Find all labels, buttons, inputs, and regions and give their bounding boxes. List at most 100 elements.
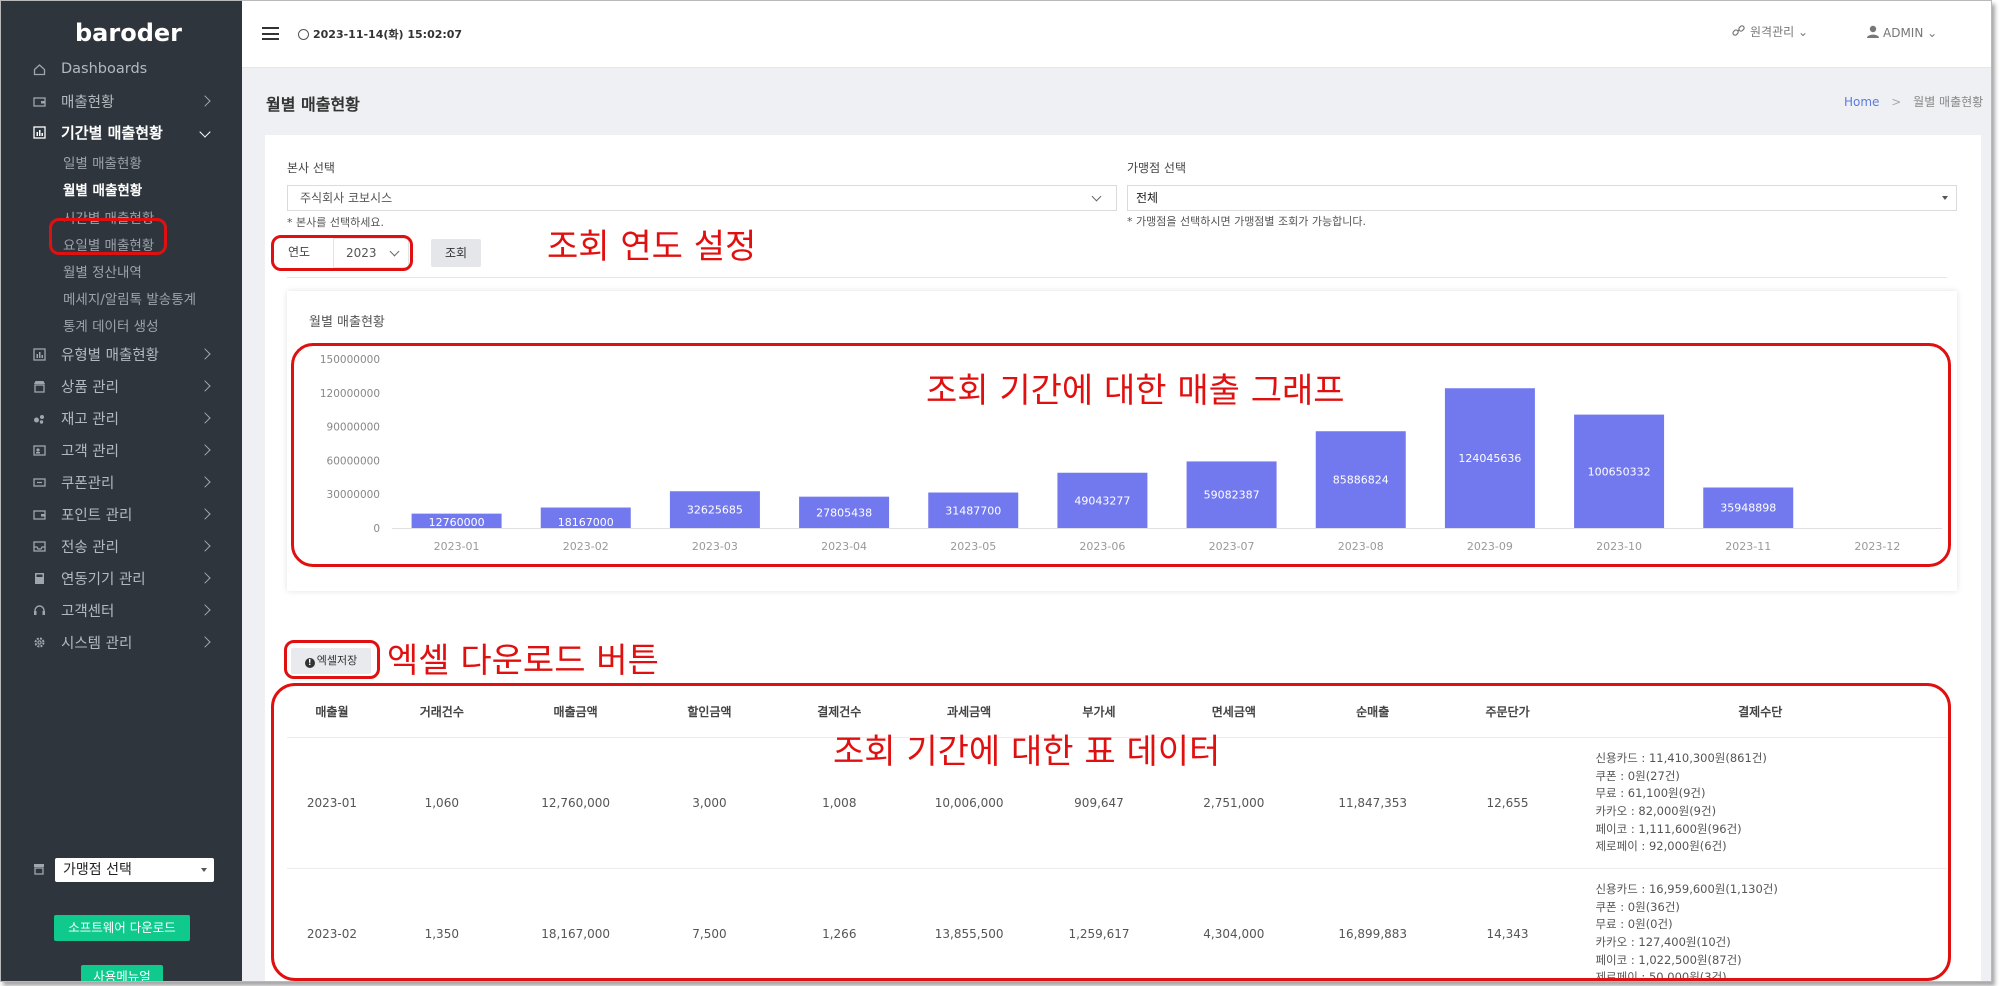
caret-down-icon	[201, 868, 207, 872]
bar-value-label: 27805438	[816, 506, 872, 519]
table-cell: 1,259,617	[1034, 868, 1164, 981]
store-filter-value: 전체	[1136, 191, 1159, 205]
payment-line: 무료 : 0원(0건)	[1595, 917, 1673, 932]
chevron-right-icon	[199, 636, 211, 648]
table-cell: 16,899,883	[1303, 868, 1442, 981]
sidebar-item-label: 매출현황	[61, 94, 115, 111]
y-tick-label: 90000000	[327, 422, 380, 434]
monthly-sales-bar-chart: 0 30000000 60000000 90000000 120000000 150000…	[320, 354, 1942, 553]
chart-panel: 월별 매출현황 0 30000000 60000000 90000000 1200000…	[287, 291, 1957, 591]
store-select-label: 가맹점 선택	[1127, 161, 1187, 175]
bar-2023-10	[1574, 414, 1665, 528]
x-tick-label: 2023-05	[950, 540, 996, 553]
x-tick-label: 2023-01	[434, 540, 480, 553]
table-cell: 14,343	[1441, 868, 1574, 981]
y-tick-label: 30000000	[327, 489, 380, 501]
software-download-button[interactable]: 소프트웨어 다운로드	[54, 915, 190, 941]
sidebar-subitem-6[interactable]: 통계 데이터 생성	[63, 319, 159, 335]
payment-line: 페이코 : 1,022,500원(87건)	[1595, 952, 1742, 967]
excel-download-button[interactable]: ! 엑셀저장	[291, 648, 371, 674]
breadcrumb-home-link[interactable]: Home	[1844, 95, 1880, 109]
bar-2023-08	[1315, 431, 1406, 528]
column-header: 결제건수	[774, 685, 905, 738]
sidebar-item-1[interactable]: 매출현황	[1, 84, 242, 118]
bar-value-label: 12760000	[429, 516, 485, 529]
sidebar-item-label: 고객 관리	[61, 443, 119, 460]
bar-2023-09	[1444, 388, 1535, 528]
bar-value-label: 31487700	[945, 504, 1001, 517]
table-cell: 2023-01	[287, 737, 377, 869]
chevron-down-icon	[199, 126, 211, 138]
sidebar-subitem-2[interactable]: 시간별 매출현황	[63, 211, 155, 227]
column-header: 주문단가	[1441, 685, 1574, 738]
sidebar-subitem-0[interactable]: 일별 매출현황	[63, 156, 142, 172]
admin-menu[interactable]: ADMIN ⌄	[1883, 26, 1938, 40]
bar-value-label: 59082387	[1204, 489, 1260, 502]
payment-line: 카카오 : 82,000원(9건)	[1595, 804, 1717, 818]
sidebar-subitem-4[interactable]: 월별 정산내역	[63, 265, 142, 281]
sidebar-item-8[interactable]: 포인트 관리	[1, 497, 242, 531]
sidebar: baroder Dashboards 매출현황 기간별 매출현황 유형별 매출현황 상품…	[1, 1, 242, 981]
payment-line: 카카오 : 127,400원(10건)	[1595, 935, 1731, 949]
wallet-icon	[31, 93, 47, 109]
table-cell: 2,751,000	[1163, 737, 1304, 869]
excel-button-label: 엑셀저장	[316, 654, 358, 667]
sidebar-item-2[interactable]: 기간별 매출현황	[1, 115, 242, 149]
bar-2023-03	[669, 491, 760, 528]
search-button[interactable]: 조회	[431, 239, 481, 267]
sidebar-item-9[interactable]: 전송 관리	[1, 529, 242, 563]
hq-select[interactable]: 주식회사 코보시스	[287, 185, 1117, 211]
table-cell: 11,847,353	[1303, 737, 1442, 869]
bar-2023-06	[1057, 472, 1148, 528]
chevron-right-icon	[199, 476, 211, 488]
bar-2023-07	[1186, 461, 1277, 528]
payment-line: 쿠폰 : 0원(36건)	[1595, 899, 1680, 914]
chevron-right-icon	[199, 572, 211, 584]
store-select-value: 가맹점 선택	[63, 862, 132, 878]
store-select[interactable]: 가맹점 선택	[55, 858, 214, 882]
table-cell: 18,167,000	[506, 868, 645, 981]
year-select[interactable]: 2023	[333, 238, 409, 268]
sidebar-item-11[interactable]: 고객센터	[1, 593, 242, 627]
breadcrumb-current: 월별 매출현황	[1913, 95, 1984, 109]
sidebar-subitem-5[interactable]: 메세지/알림톡 발송통계	[63, 292, 197, 308]
store-icon	[34, 864, 44, 875]
sidebar-item-6[interactable]: 고객 관리	[1, 433, 242, 467]
sidebar-item-5[interactable]: 재고 관리	[1, 401, 242, 435]
x-tick-label: 2023-10	[1596, 540, 1642, 553]
payment-methods-cell: 신용카드 : 11,410,300원(861건) 쿠폰 : 0원(27건) 무료 :…	[1573, 737, 1947, 869]
hamburger-menu-icon[interactable]	[262, 27, 279, 40]
hq-select-value: 주식회사 코보시스	[300, 191, 393, 205]
sidebar-subitem-3[interactable]: 요일별 매출현황	[63, 238, 155, 254]
sidebar-item-4[interactable]: 상품 관리	[1, 369, 242, 403]
table-cell: 2023-02	[287, 868, 377, 981]
store-select-hint: * 가맹점을 선택하시면 가맹점별 조회가 가능합니다.	[1127, 215, 1366, 228]
y-tick-label: 120000000	[320, 388, 380, 400]
y-tick-label: 150000000	[320, 354, 380, 366]
headset-icon	[31, 602, 47, 618]
payment-line: 신용카드 : 16,959,600원(1,130건)	[1595, 881, 1778, 896]
table-cell: 909,647	[1034, 737, 1164, 869]
sidebar-item-10[interactable]: 연동기기 관리	[1, 561, 242, 595]
x-tick-label: 2023-07	[1209, 540, 1255, 553]
ticket-icon	[31, 474, 47, 490]
chevron-right-icon	[199, 348, 211, 360]
remote-management-menu[interactable]: 원격관리 ⌄	[1750, 25, 1809, 39]
table-row: 2023-02 1,350 18,167,000 7,500 1,266 13,855,5…	[287, 868, 1947, 981]
table-header-row: 매출월 거래건수 매출금액 할인금액 결제건수 과세금액 부가세 면세금액 순매출 주문단가 결제수…	[287, 685, 1947, 738]
info-icon: !	[304, 658, 315, 668]
bar-2023-01	[411, 513, 502, 528]
sidebar-item-label: 시스템 관리	[61, 635, 133, 652]
sidebar-item-0[interactable]: Dashboards	[1, 52, 242, 86]
x-tick-label: 2023-11	[1725, 540, 1771, 553]
id-card-icon	[31, 442, 47, 458]
user-manual-button[interactable]: 사용메뉴얼	[81, 965, 163, 981]
sidebar-item-3[interactable]: 유형별 매출현황	[1, 337, 242, 371]
store-filter-select[interactable]: 전체	[1127, 185, 1957, 211]
sidebar-item-7[interactable]: 쿠폰관리	[1, 465, 242, 499]
payment-line: 신용카드 : 11,410,300원(861건)	[1595, 750, 1767, 765]
sidebar-item-12[interactable]: 시스템 관리	[1, 625, 242, 659]
table-cell: 1,060	[376, 737, 507, 869]
sidebar-subitem-1[interactable]: 월별 매출현황	[63, 183, 143, 199]
table-cell: 7,500	[644, 868, 775, 981]
